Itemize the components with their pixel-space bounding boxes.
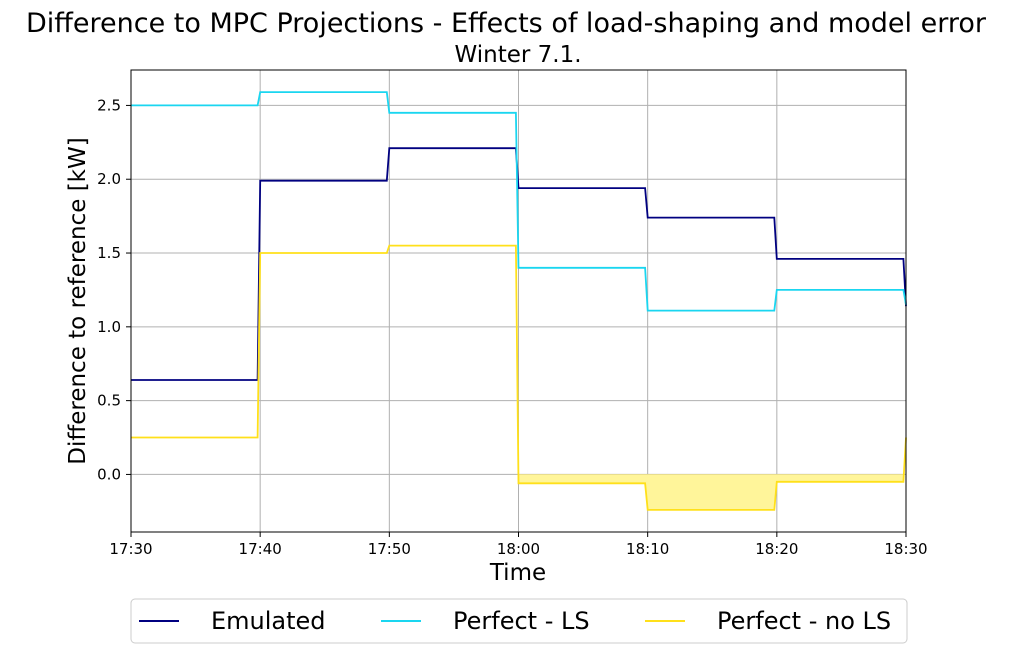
legend-frame	[130, 598, 908, 644]
x-tick-label: 17:30	[109, 540, 152, 558]
y-tick-label: 2.0	[97, 170, 121, 188]
x-tick-label: 17:50	[368, 540, 411, 558]
x-tick-label: 17:40	[239, 540, 282, 558]
series-line	[131, 244, 907, 511]
y-tick-label: 0.5	[97, 392, 121, 410]
y-tick-label: 2.5	[97, 96, 121, 114]
fill-area-shape	[518, 474, 904, 511]
chart-subtitle: Winter 7.1.	[454, 42, 581, 68]
x-tick-label: 18:20	[755, 540, 798, 558]
y-tick-label: 1.0	[97, 318, 121, 336]
series-layer	[131, 91, 907, 511]
y-axis-label: Difference to reference [kW]	[65, 137, 91, 464]
fill-area	[518, 474, 904, 511]
x-tick-label: 18:00	[497, 540, 540, 558]
legend: Emulated Perfect - LS Perfect - no LS	[130, 598, 908, 644]
chart-title: Difference to MPC Projections - Effects …	[26, 8, 987, 39]
y-axis-ticks: 0.0 0.5 1.0 1.5 2.0 2.5	[97, 96, 131, 483]
y-tick-label: 1.5	[97, 244, 121, 262]
legend-label: Perfect - no LS	[717, 607, 891, 635]
x-tick-label: 18:10	[626, 540, 669, 558]
series-line	[131, 91, 907, 312]
x-axis-label: Time	[489, 560, 546, 586]
x-axis-ticks: 17:30 17:40 17:50 18:00 18:10 18:20 18:30	[109, 532, 928, 558]
legend-label: Emulated	[211, 607, 326, 635]
legend-label: Perfect - LS	[453, 607, 590, 635]
series-line	[131, 147, 907, 381]
y-tick-label: 0.0	[97, 465, 121, 483]
x-tick-label: 18:30	[884, 540, 927, 558]
